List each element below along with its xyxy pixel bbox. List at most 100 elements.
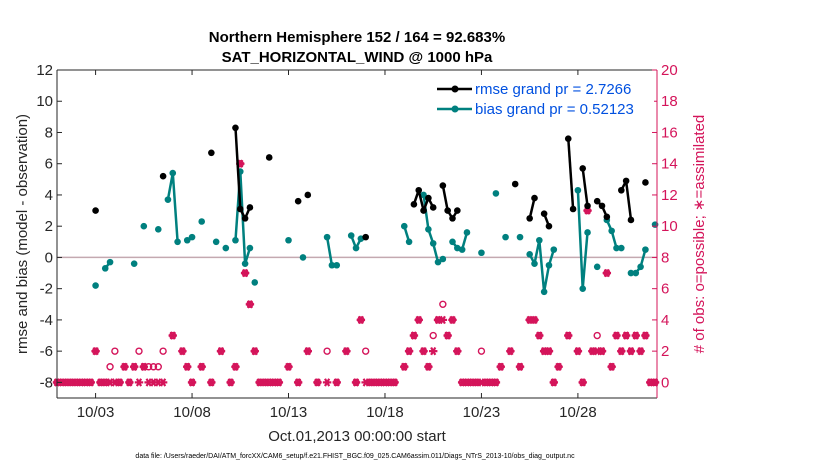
obs-assimilated-marker	[313, 378, 322, 387]
rmse-point	[420, 207, 427, 214]
obs-assimilated-stroke	[541, 346, 548, 356]
bias-point	[536, 236, 543, 244]
bias-point	[154, 226, 162, 233]
obs-assimilated-stroke	[87, 378, 94, 387]
bias-point	[637, 263, 644, 271]
obs-assimilated-stroke	[637, 346, 644, 356]
obs-assimilated-stroke	[434, 315, 442, 325]
bias-point	[429, 240, 437, 247]
y2-axis-label: # of obs: o=possible; ∗=assimilated	[691, 115, 708, 354]
obs-possible-marker	[149, 363, 158, 371]
obs-assimilated-marker	[274, 378, 284, 387]
y-tick-label: 8	[45, 124, 53, 141]
plot-area	[57, 70, 657, 398]
obs-assimilated-stroke	[333, 378, 340, 387]
obs-assimilated-stroke	[449, 315, 456, 325]
obs-assimilated-marker	[390, 378, 399, 387]
obs-assimilated-stroke	[78, 378, 85, 387]
y2-tick-label: 8	[661, 249, 669, 266]
obs-assimilated-stroke	[425, 362, 432, 371]
obs-assimilated-stroke	[579, 378, 586, 387]
obs-assimilated-marker	[641, 331, 650, 340]
obs-assimilated-stroke	[140, 362, 147, 371]
y2-tick-label: 4	[661, 312, 669, 329]
obs-assimilated-stroke	[68, 378, 75, 387]
obs-assimilated-stroke	[608, 362, 615, 371]
obs-assimilated-marker	[86, 378, 95, 387]
rmse-point	[236, 205, 244, 213]
obs-assimilated-marker	[322, 378, 332, 387]
obs-assimilated-stroke	[217, 346, 225, 356]
rmse-point	[618, 186, 625, 194]
obs-assimilated-stroke	[179, 346, 186, 356]
obs-assimilated-stroke	[266, 378, 273, 387]
rmse-point	[603, 213, 611, 221]
obs-assimilated-stroke	[169, 331, 176, 340]
obs-assimilated-stroke	[545, 346, 553, 356]
y-tick-label: 2	[45, 218, 53, 235]
obs-assimilated-stroke	[488, 378, 495, 387]
bias-point	[140, 222, 148, 230]
obs-assimilated-stroke	[261, 378, 268, 387]
obs-assimilated-marker	[621, 331, 631, 340]
obs-assimilated-stroke	[126, 378, 133, 387]
obs-assimilated-stroke	[367, 378, 374, 387]
y2-tick-label: 12	[661, 187, 678, 204]
obs-assimilated-marker	[564, 331, 573, 340]
bias-point	[526, 251, 533, 258]
obs-assimilated-marker	[115, 378, 124, 387]
obs-assimilated-marker	[168, 331, 177, 340]
bias-point	[183, 236, 191, 244]
obs-assimilated-marker	[120, 362, 129, 371]
obs-assimilated-stroke	[92, 346, 99, 356]
obs-assimilated-stroke	[536, 331, 543, 340]
bias-point	[400, 222, 408, 230]
x-tick-label: 10/13	[270, 404, 308, 421]
obs-assimilated-stroke	[111, 378, 118, 387]
rmse-point	[449, 215, 456, 222]
rmse-point	[627, 216, 635, 224]
legend-box	[432, 78, 654, 120]
y-tick-label: 10	[36, 93, 53, 110]
obs-assimilated-marker	[207, 378, 216, 387]
obs-assimilated-stroke	[401, 362, 408, 371]
bias-point	[458, 246, 466, 253]
bias-point	[574, 186, 582, 194]
obs-assimilated-stroke	[531, 315, 538, 325]
rmse-point	[425, 194, 432, 202]
obs-assimilated-stroke	[63, 378, 70, 387]
obs-assimilated-stroke	[343, 346, 350, 356]
bias-point	[405, 238, 413, 246]
obs-assimilated-marker	[216, 346, 226, 356]
obs-assimilated-marker	[91, 346, 100, 356]
rmse-point	[92, 207, 99, 214]
bias-point	[130, 260, 138, 267]
legend-bias-marker	[451, 105, 459, 113]
x-tick-label: 10/03	[77, 404, 115, 421]
legend-bias-label: bias grand pr = 0.52123	[475, 101, 634, 118]
obs-possible-marker	[323, 347, 331, 355]
obs-assimilated-stroke	[406, 346, 413, 356]
obs-assimilated-marker	[139, 362, 149, 371]
obs-assimilated-marker	[429, 346, 438, 356]
rmse-point	[246, 204, 254, 211]
obs-assimilated-stroke	[550, 378, 557, 387]
x-tick-label: 10/28	[559, 404, 597, 421]
rmse-point	[232, 124, 239, 132]
obs-assimilated-marker	[351, 378, 361, 387]
rmse-point	[454, 207, 461, 214]
rmse-point	[294, 197, 302, 205]
bias-point	[613, 244, 620, 252]
obs-assimilated-stroke	[492, 378, 499, 387]
obs-possible-marker	[429, 331, 437, 340]
obs-assimilated-stroke	[627, 346, 635, 356]
bias-point	[449, 238, 456, 246]
bias-point	[198, 218, 205, 225]
rmse-point	[208, 149, 215, 157]
obs-assimilated-marker	[496, 362, 505, 371]
obs-assimilated-stroke	[516, 362, 524, 371]
rmse-line	[234, 127, 252, 220]
y2-tick-label: 14	[661, 156, 678, 173]
obs-assimilated-stroke	[208, 378, 215, 387]
